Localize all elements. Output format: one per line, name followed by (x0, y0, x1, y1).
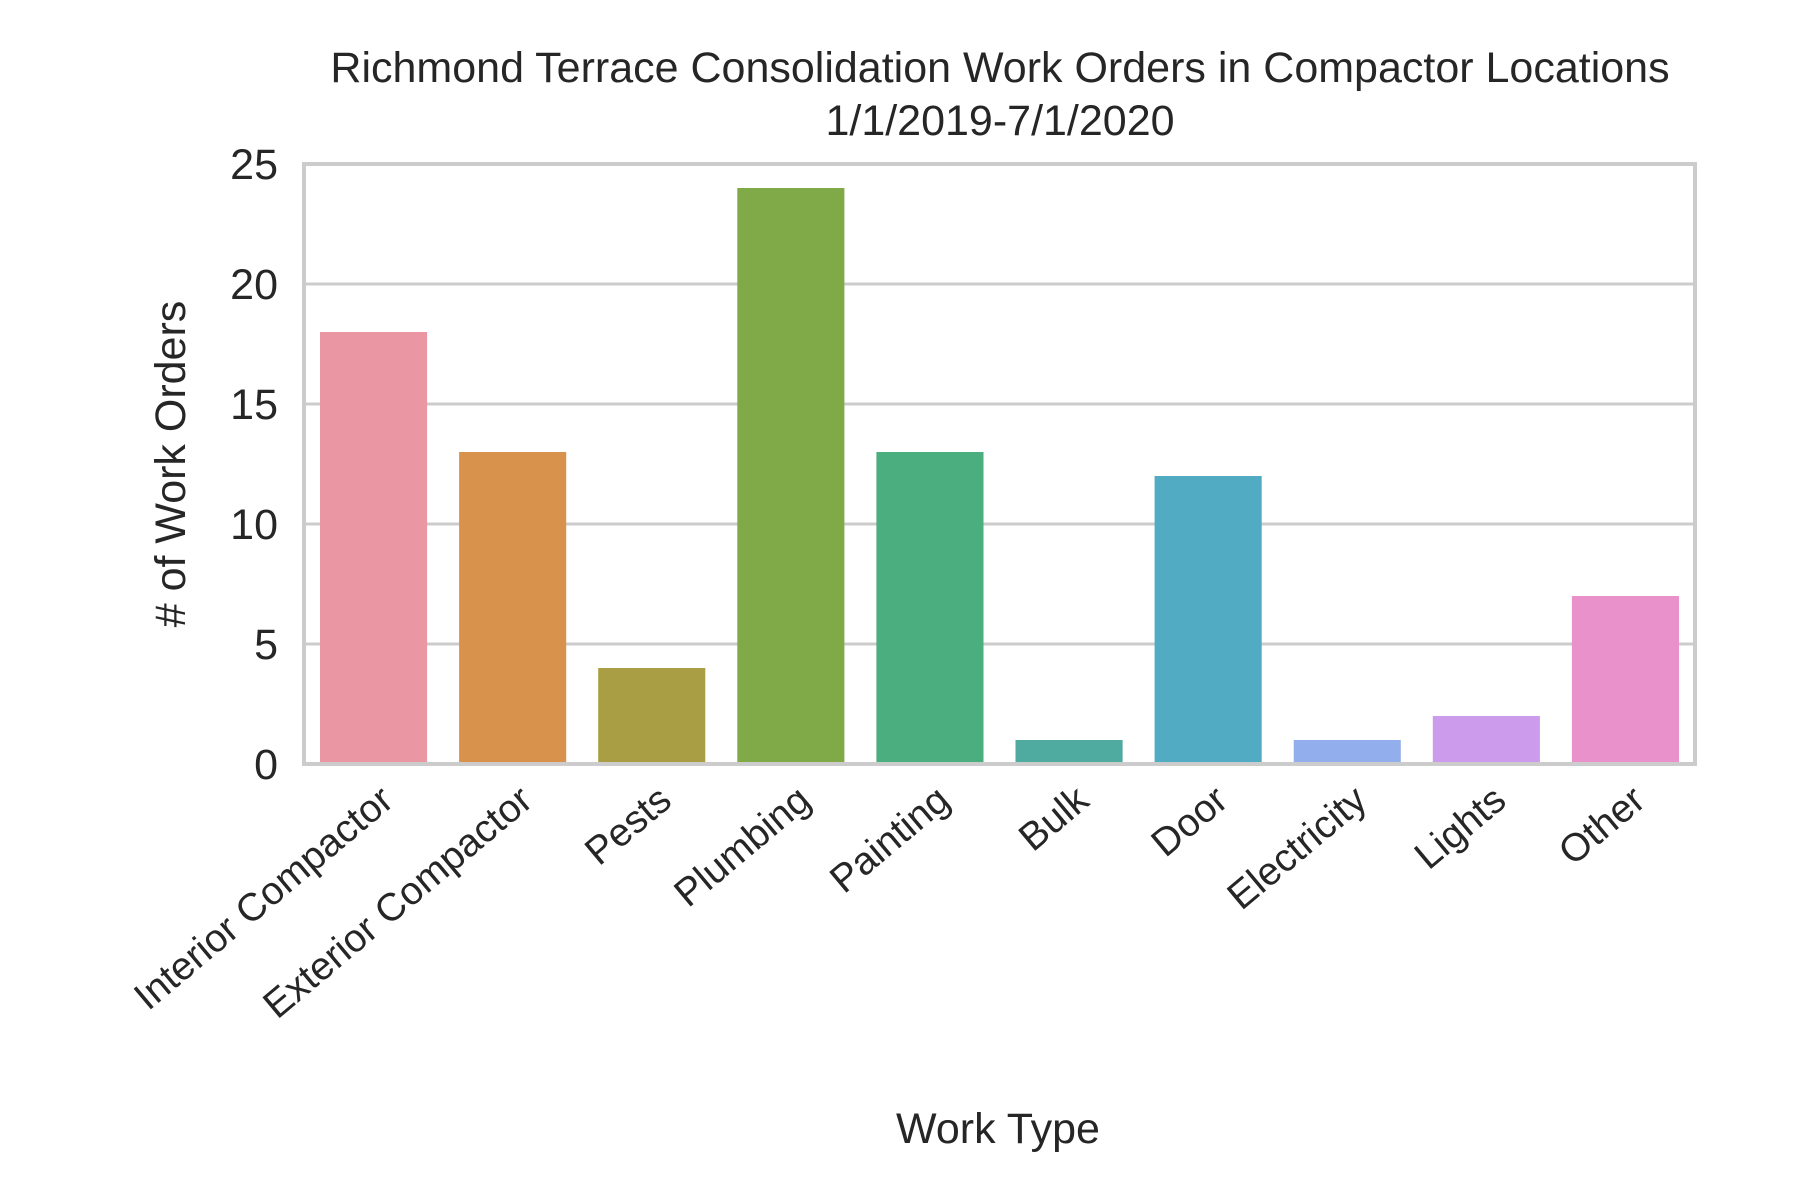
y-tick-label: 25 (230, 141, 278, 189)
x-axis-label: Work Type (896, 1105, 1100, 1153)
x-tick-label: Interior Compactor (126, 778, 401, 1019)
x-tick-label: Other (1551, 778, 1653, 874)
bar-door (1154, 476, 1262, 764)
x-tick-label: Pests (577, 778, 679, 874)
bar-other (1571, 596, 1680, 764)
y-tick-label: 10 (230, 501, 278, 549)
x-tick-label: Bulk (1011, 778, 1097, 860)
chart-title: Richmond Terrace Consolidation Work Orde… (330, 44, 1669, 92)
bar-pests (598, 668, 706, 764)
bar-interior-compactor (319, 332, 428, 764)
x-tick-label: Door (1144, 778, 1236, 865)
x-tick-label: Electricity (1220, 778, 1376, 919)
y-tick-label: 20 (230, 261, 278, 309)
bar-electricity (1293, 740, 1401, 764)
bars (319, 188, 1680, 764)
x-tick-label: Lights (1407, 778, 1514, 878)
bar-lights (1432, 716, 1540, 764)
x-tick-label: Plumbing (666, 778, 818, 915)
bar-exterior-compactor (459, 452, 567, 764)
y-tick-label: 0 (254, 741, 278, 789)
bar-painting (876, 452, 984, 764)
bar-plumbing (737, 188, 845, 764)
plot-frame (302, 162, 1697, 766)
bar-bulk (1015, 740, 1123, 764)
y-tick-label: 5 (254, 621, 278, 669)
y-axis-label: # of Work Orders (147, 301, 195, 628)
x-tick-label: Painting (822, 778, 958, 902)
x-tick-label: Exterior Compactor (255, 778, 540, 1027)
y-axis-ticks: 0 5 10 15 20 25 (230, 141, 278, 789)
y-tick-label: 15 (230, 381, 278, 429)
chart-subtitle: 1/1/2019-7/1/2020 (825, 97, 1174, 145)
